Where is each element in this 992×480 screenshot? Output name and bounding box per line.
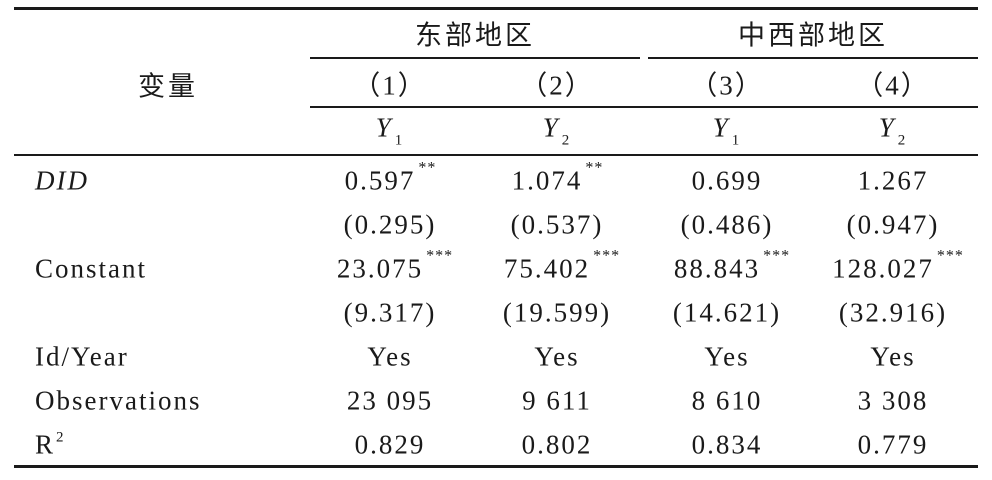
group-header: 中西部地区 xyxy=(738,20,888,52)
cell-value: 23.075 *** xyxy=(336,247,454,284)
row-label: DID xyxy=(35,166,89,197)
row-label-text: Constant xyxy=(35,253,148,284)
cell-value: Yes xyxy=(870,341,916,372)
table-cell: 0.802 xyxy=(522,430,593,461)
row-label: Id/Year xyxy=(35,342,129,373)
cell-value: 1.074 ** xyxy=(511,159,604,196)
row-label: Constant xyxy=(35,254,147,285)
column-number: （3） xyxy=(690,70,764,101)
cell-value: (32.916) xyxy=(838,297,948,328)
table-cell: 0.834 xyxy=(692,430,763,461)
dependent-symbol: Y xyxy=(542,112,560,143)
cell-value: (0.537) xyxy=(510,209,604,240)
dependent-subscript: 1 xyxy=(394,132,405,149)
group-rule xyxy=(310,57,640,59)
significance-stars: *** xyxy=(426,247,454,265)
cell-value: 1.267 xyxy=(857,165,929,196)
cell-value: (0.947) xyxy=(846,209,940,240)
table-cell: Yes xyxy=(704,342,749,373)
table-cell: Yes xyxy=(367,342,412,373)
row-label-text: Observations xyxy=(35,385,202,416)
dependent-subscript: 2 xyxy=(561,132,572,149)
cell-value: (0.295) xyxy=(343,209,437,240)
cell-value: Yes xyxy=(534,341,580,372)
table-cell: Yes xyxy=(870,342,915,373)
row-label-superscript: 2 xyxy=(56,429,66,446)
cell-value: 0.699 xyxy=(691,165,763,196)
column-number: （2） xyxy=(520,70,594,101)
cell-value: 88.843 *** xyxy=(673,247,791,284)
table-cell: 3 308 xyxy=(858,386,929,417)
row-label: Observations xyxy=(35,386,201,417)
column-rule xyxy=(310,106,978,108)
row-label-text: Id/Year xyxy=(35,341,129,372)
cell-value: (0.486) xyxy=(680,209,774,240)
table-cell: 0.699 xyxy=(692,166,763,197)
table-cell: 1.267 xyxy=(858,166,929,197)
cell-value: (14.621) xyxy=(672,297,782,328)
cell-value: 9 611 xyxy=(522,385,592,416)
dependent-subscript: 2 xyxy=(897,132,908,149)
group-header: 东部地区 xyxy=(415,20,535,52)
table-cell: 88.843 *** xyxy=(673,247,791,285)
column-number: （1） xyxy=(353,70,427,101)
table-cell: (14.621) xyxy=(673,298,781,329)
table-cell: (0.295) xyxy=(344,210,437,241)
significance-stars: ** xyxy=(418,159,437,177)
cell-value: Yes xyxy=(367,341,413,372)
dependent-symbol: Y xyxy=(712,112,730,143)
cell-value: (9.317) xyxy=(343,297,437,328)
table-cell: 75.402 *** xyxy=(503,247,621,285)
table-cell: 23 095 xyxy=(347,386,433,417)
row-label: R2 xyxy=(35,430,66,461)
stub-header: 变量 xyxy=(138,71,198,103)
cell-value: 8 610 xyxy=(691,385,763,416)
cell-value: 0.779 xyxy=(857,429,929,460)
significance-stars: *** xyxy=(763,247,791,265)
table-cell: 8 610 xyxy=(692,386,763,417)
cell-value: 0.802 xyxy=(521,429,593,460)
table-cell: 9 611 xyxy=(522,386,592,417)
cell-value: 0.834 xyxy=(691,429,763,460)
table-cell: (0.486) xyxy=(681,210,774,241)
significance-stars: *** xyxy=(593,247,621,265)
cell-value: 23 095 xyxy=(346,385,434,416)
table-cell: (0.947) xyxy=(847,210,940,241)
table-cell: 23.075 *** xyxy=(336,247,454,285)
row-label-text: R xyxy=(35,429,56,460)
table-cell: (32.916) xyxy=(839,298,947,329)
column-number: （4） xyxy=(856,70,930,101)
table-cell: (0.537) xyxy=(511,210,604,241)
cell-value: Yes xyxy=(704,341,750,372)
cell-value: 75.402 *** xyxy=(503,247,621,284)
cell-value: 128.027 *** xyxy=(832,247,964,284)
dependent-symbol: Y xyxy=(375,112,393,143)
table-cell: 0.779 xyxy=(858,430,929,461)
dependent-symbol: Y xyxy=(878,112,896,143)
cell-value: 0.829 xyxy=(354,429,426,460)
cell-value: 3 308 xyxy=(857,385,929,416)
cell-value: (19.599) xyxy=(502,297,612,328)
significance-stars: *** xyxy=(936,247,964,265)
significance-stars: ** xyxy=(585,159,604,177)
group-rule xyxy=(648,57,978,59)
top-rule xyxy=(14,7,978,10)
header-rule xyxy=(14,154,978,156)
table-cell: 0.829 xyxy=(355,430,426,461)
row-label-text: DID xyxy=(35,165,89,196)
table-cell: (9.317) xyxy=(344,298,437,329)
table-cell: (19.599) xyxy=(503,298,611,329)
table-cell: 1.074 ** xyxy=(511,159,604,197)
cell-value: 0.597 ** xyxy=(344,159,437,196)
table-cell: Yes xyxy=(534,342,579,373)
table-cell: 0.597 ** xyxy=(344,159,437,197)
dependent-subscript: 1 xyxy=(731,132,742,149)
table-cell: 128.027 *** xyxy=(832,247,964,285)
bottom-rule xyxy=(14,465,978,468)
